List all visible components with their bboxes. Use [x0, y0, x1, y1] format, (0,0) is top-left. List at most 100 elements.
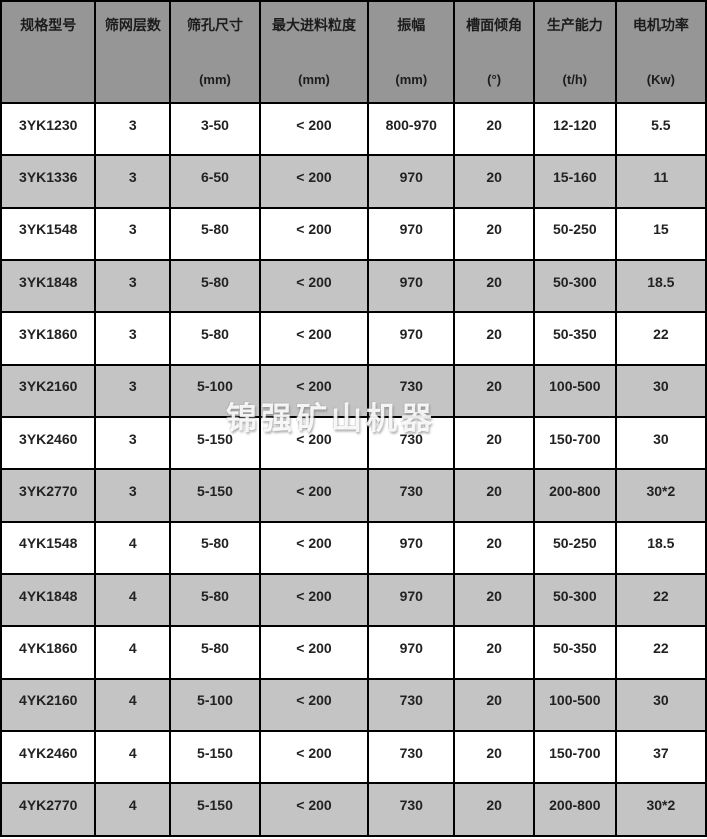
column-header: 电机功率 (Kw)	[614, 0, 707, 104]
table-cell: 4YK2770	[0, 782, 97, 837]
table-cell: < 200	[258, 311, 370, 366]
table-cell: 3-50	[169, 101, 261, 157]
table-row: 3YK2770 3 5-150 < 200 730 20 200-800 30*2	[0, 468, 707, 523]
table-cell: < 200	[258, 520, 370, 576]
table-cell: 20	[453, 625, 535, 680]
table-cell: 970	[367, 206, 456, 262]
table-cell: 4	[94, 677, 172, 733]
table-cell: < 200	[258, 101, 370, 157]
table-row: 4YK2770 4 5-150 < 200 730 20 200-800 30*2	[0, 782, 707, 837]
header-row: 规格型号 筛网层数 筛孔尺寸 (mm) 最大进料粒度 (mm) 振幅 (mm) …	[0, 0, 707, 104]
table-cell: 100-500	[532, 677, 617, 733]
table-cell: 30	[614, 416, 707, 471]
table-cell: < 200	[258, 416, 370, 471]
column-header-unit: (t/h)	[562, 72, 588, 87]
table-cell: 5-100	[169, 363, 261, 419]
table-cell: 5-150	[169, 416, 261, 471]
table-cell: 730	[367, 416, 456, 471]
table-cell: 3	[94, 101, 172, 157]
table-cell: 730	[367, 677, 456, 733]
table-cell: 5-150	[169, 782, 261, 837]
table-cell: 22	[614, 311, 707, 366]
table-cell: 20	[453, 311, 535, 366]
table-cell: 4YK1860	[0, 625, 97, 680]
table-cell: 4YK1848	[0, 573, 97, 628]
table-cell: 20	[453, 468, 535, 523]
table-cell: 11	[614, 154, 707, 209]
table-cell: < 200	[258, 573, 370, 628]
table-row: 4YK2460 4 5-150 < 200 730 20 150-700 37	[0, 730, 707, 785]
table-cell: 3YK1848	[0, 259, 97, 314]
table-cell: 730	[367, 363, 456, 419]
column-header-label: 电机功率	[632, 17, 689, 33]
table-cell: 3	[94, 154, 172, 209]
table-row: 3YK1336 3 6-50 < 200 970 20 15-160 11	[0, 154, 707, 209]
table-cell: 15-160	[532, 154, 617, 209]
column-header-unit: (mm)	[199, 72, 231, 87]
table-cell: 5-100	[169, 677, 261, 733]
table-row: 4YK2160 4 5-100 < 200 730 20 100-500 30	[0, 677, 707, 733]
table-cell: 3YK2460	[0, 416, 97, 471]
table-cell: 5-80	[169, 311, 261, 366]
column-header-label: 筛孔尺寸	[186, 17, 243, 33]
table-cell: 4	[94, 782, 172, 837]
table-cell: 5-150	[169, 468, 261, 523]
table-cell: 970	[367, 259, 456, 314]
table-body: 3YK1230 3 3-50 < 200 800-970 20 12-120 5.5 3YK13…	[0, 101, 707, 837]
table-cell: 3YK2770	[0, 468, 97, 523]
table-cell: 12-120	[532, 101, 617, 157]
table-cell: 3	[94, 416, 172, 471]
table-cell: 200-800	[532, 782, 617, 837]
table-cell: 50-350	[532, 625, 617, 680]
table-row: 3YK1848 3 5-80 < 200 970 20 50-300 18.5	[0, 259, 707, 314]
table-cell: 50-350	[532, 311, 617, 366]
column-header: 振幅 (mm)	[367, 0, 456, 104]
table-cell: 20	[453, 101, 535, 157]
table-cell: < 200	[258, 730, 370, 785]
table-cell: 4	[94, 625, 172, 680]
table-cell: 4	[94, 730, 172, 785]
table-cell: 4YK1548	[0, 520, 97, 576]
table-cell: 3	[94, 311, 172, 366]
table-cell: 20	[453, 154, 535, 209]
table-cell: 50-300	[532, 573, 617, 628]
column-header: 筛网层数	[94, 0, 172, 104]
table-cell: 100-500	[532, 363, 617, 419]
table-cell: 15	[614, 206, 707, 262]
table-cell: 3YK1336	[0, 154, 97, 209]
table-cell: 5-80	[169, 520, 261, 576]
column-header: 筛孔尺寸 (mm)	[169, 0, 261, 104]
table-cell: 20	[453, 259, 535, 314]
table-cell: 970	[367, 573, 456, 628]
table-cell: 50-250	[532, 206, 617, 262]
table-row: 4YK1848 4 5-80 < 200 970 20 50-300 22	[0, 573, 707, 628]
table-cell: < 200	[258, 363, 370, 419]
table-cell: < 200	[258, 154, 370, 209]
table-cell: 50-250	[532, 520, 617, 576]
table-cell: 30	[614, 363, 707, 419]
table-cell: 50-300	[532, 259, 617, 314]
table-cell: 800-970	[367, 101, 456, 157]
table-cell: 150-700	[532, 416, 617, 471]
table-cell: 18.5	[614, 520, 707, 576]
column-header: 槽面倾角 (°)	[453, 0, 535, 104]
table-cell: 730	[367, 730, 456, 785]
table-cell: 20	[453, 363, 535, 419]
column-header-unit: (°)	[487, 72, 502, 87]
table-cell: 30*2	[614, 782, 707, 837]
column-header: 生产能力 (t/h)	[532, 0, 617, 104]
table-cell: 30*2	[614, 468, 707, 523]
column-header-unit: (mm)	[395, 72, 428, 87]
table-cell: 150-700	[532, 730, 617, 785]
table-cell: 20	[453, 677, 535, 733]
table-cell: 3	[94, 468, 172, 523]
table-cell: 970	[367, 625, 456, 680]
table-cell: 20	[453, 573, 535, 628]
table-row: 4YK1860 4 5-80 < 200 970 20 50-350 22	[0, 625, 707, 680]
table-cell: 3	[94, 363, 172, 419]
table-cell: < 200	[258, 259, 370, 314]
column-header-label: 槽面倾角	[466, 17, 523, 33]
table-cell: 3	[94, 259, 172, 314]
